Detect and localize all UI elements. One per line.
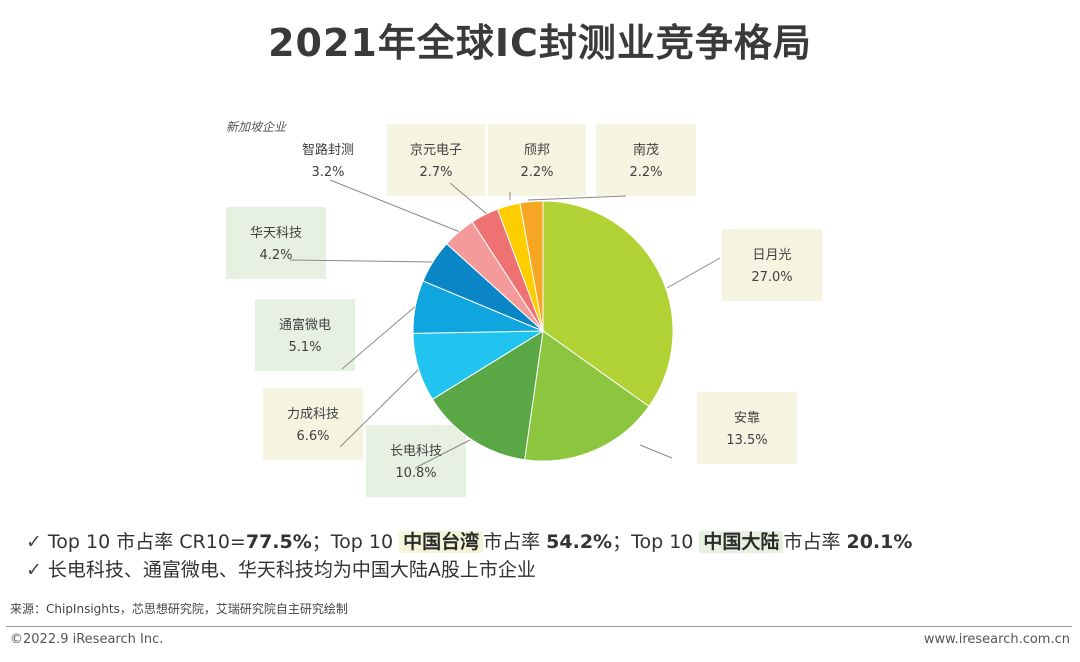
slice-label: 智路封测 <box>302 142 354 158</box>
singapore-note: 新加坡企业 <box>226 120 287 134</box>
pie-slice-2 <box>524 330 650 462</box>
label-box <box>263 388 363 460</box>
check-icon: ✓ <box>26 559 42 581</box>
slice-value-label: 10.8% <box>395 466 436 481</box>
leader-line <box>527 195 627 201</box>
check-icon: ✓ <box>26 531 42 553</box>
slice-label: 长电科技 <box>390 444 442 459</box>
highlight-taiwan: 中国台湾 <box>399 531 484 553</box>
leader-line <box>666 257 721 289</box>
website-url: www.iresearch.com.cn <box>923 632 1070 647</box>
slice-value-label: 6.6% <box>296 429 329 444</box>
label-box <box>722 229 822 301</box>
finding-line-1: ✓ Top 10 市占率 CR10=77.5%；Top 10 中国台湾 市占率 54… <box>26 528 912 556</box>
leader-line <box>289 259 433 263</box>
leader-line <box>339 367 421 448</box>
leader-line <box>639 444 673 459</box>
slice-value-label: 5.1% <box>288 340 321 355</box>
finding-text: 市占率 <box>483 531 547 553</box>
slice-label: 颀邦 <box>524 143 550 158</box>
label-box <box>366 425 466 497</box>
finding-text: Top 10 市占率 CR10= <box>47 531 246 553</box>
slice-value-label: 2.2% <box>520 165 553 180</box>
finding-text: ；Top 10 <box>612 531 700 553</box>
leader-line <box>341 304 418 370</box>
slice-label: 安靠 <box>734 411 760 426</box>
slice-value-label: 2.2% <box>629 165 662 180</box>
page-title: 2021年全球IC封测业竞争格局 <box>268 21 812 65</box>
label-box <box>596 124 696 196</box>
leader-line <box>414 439 471 469</box>
pie-slice-3 <box>431 330 544 461</box>
pie-slice-10 <box>519 200 544 332</box>
mainland-share-value: 20.1% <box>846 531 913 553</box>
slice-value-label: 4.2% <box>259 248 292 263</box>
leader-line <box>449 182 489 216</box>
leader-line <box>329 179 461 233</box>
slice-value-label: 27.0% <box>751 270 792 285</box>
finding-text: ；Top 10 <box>311 531 400 553</box>
slice-label: 力成科技 <box>287 407 339 422</box>
slice-label: 日月光 <box>752 248 791 263</box>
cr10-value: 77.5% <box>245 531 312 553</box>
label-box <box>488 124 586 196</box>
copyright: ©2022.9 iResearch Inc. <box>10 632 164 647</box>
highlight-mainland: 中国大陆 <box>699 531 784 553</box>
slice-label: 通富微电 <box>279 317 331 333</box>
pie-slice-1 <box>542 200 674 408</box>
key-findings: ✓ Top 10 市占率 CR10=77.5%；Top 10 中国台湾 市占率 54… <box>26 528 912 584</box>
slice-label: 华天科技 <box>250 226 302 241</box>
finding-text: 长电科技、通富微电、华天科技均为中国大陆A股上市企业 <box>47 559 536 581</box>
footer-divider <box>6 626 1072 627</box>
label-box <box>255 299 355 371</box>
label-box <box>697 392 797 464</box>
label-box <box>387 124 485 196</box>
slice-label: 南茂 <box>633 142 659 158</box>
finding-line-2: ✓ 长电科技、通富微电、华天科技均为中国大陆A股上市企业 <box>26 556 912 584</box>
finding-text: 市占率 <box>783 531 847 553</box>
slice-value-label: 2.7% <box>419 165 452 180</box>
label-box <box>226 207 326 279</box>
slice-label: 京元电子 <box>410 143 462 158</box>
source-note: 来源：ChipInsights，芯思想研究院，艾瑞研究院自主研究绘制 <box>10 602 348 616</box>
taiwan-share-value: 54.2% <box>546 531 613 553</box>
slice-value-label: 13.5% <box>726 433 767 448</box>
slice-value-label: 3.2% <box>311 165 344 180</box>
